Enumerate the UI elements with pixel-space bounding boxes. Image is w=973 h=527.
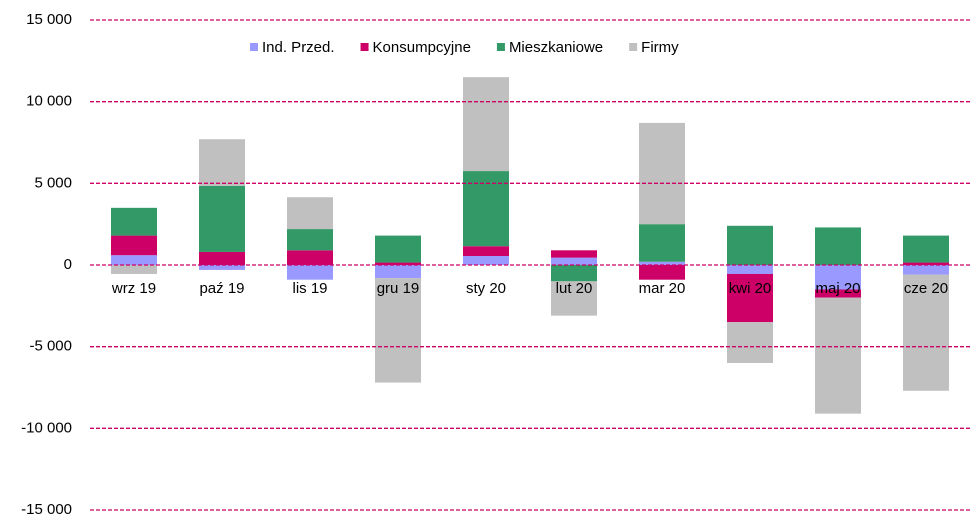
bar-segment [639, 265, 685, 280]
x-tick-label: gru 19 [377, 280, 420, 297]
bar-segment [727, 225, 773, 265]
legend-label: Konsumpcyjne [373, 39, 471, 56]
bar-segment [111, 235, 157, 256]
bar-segment [903, 235, 949, 263]
bar-segment [463, 246, 509, 257]
bar-segment [815, 227, 861, 265]
x-tick-label: mar 20 [639, 280, 686, 297]
bar-segment [111, 207, 157, 236]
y-tick-label: 0 [64, 256, 72, 273]
bar-segment [199, 265, 245, 270]
y-tick-label: 10 000 [26, 93, 72, 110]
x-tick-label: lis 19 [292, 280, 327, 297]
bar-segment [727, 265, 773, 274]
y-tick-label: 15 000 [26, 11, 72, 28]
bar-segment [727, 273, 773, 323]
bar-segment [199, 139, 245, 186]
bar-segment [815, 265, 861, 290]
bar-segment [375, 265, 421, 279]
bar-segment [903, 262, 949, 265]
legend-label: Mieszkaniowe [509, 39, 603, 56]
x-tick-label: kwi 20 [729, 280, 772, 297]
bar-segment [199, 251, 245, 265]
bars [111, 77, 949, 414]
legend-swatch [250, 43, 258, 51]
x-tick-label: maj 20 [815, 280, 860, 297]
bar-segment [463, 171, 509, 247]
bar-segment [903, 265, 949, 275]
bar-segment [551, 257, 597, 265]
bar-segment [815, 289, 861, 298]
bar-segment [287, 250, 333, 265]
legend-label: Firmy [641, 39, 679, 56]
bar-segment [463, 77, 509, 172]
y-tick-label: 5 000 [34, 174, 72, 191]
bar-segment [199, 185, 245, 252]
legend-swatch [360, 43, 369, 51]
bar-segment [463, 256, 509, 265]
bar-segment [727, 322, 773, 363]
bar-segment [375, 278, 421, 383]
bar-segment [375, 235, 421, 263]
x-tick-label: wrz 19 [111, 280, 156, 297]
bar-segment [111, 255, 157, 265]
bar-segment [551, 265, 597, 282]
bar-segment [375, 262, 421, 265]
bar-segment [551, 281, 597, 316]
y-tick-label: -5 000 [29, 338, 72, 355]
bar-segment [551, 250, 597, 258]
bar-segment [287, 197, 333, 230]
legend-swatch [496, 43, 505, 51]
bar-segment [639, 224, 685, 262]
bar-segment [287, 229, 333, 251]
bar-segment [815, 297, 861, 414]
x-tick-label: paź 19 [199, 280, 244, 297]
y-tick-label: -10 000 [21, 419, 72, 436]
bar-segment [639, 261, 685, 265]
x-tick-label: cze 20 [904, 280, 948, 297]
x-tick-label: sty 20 [466, 280, 506, 297]
bar-segment [903, 274, 949, 391]
bar-segment [111, 265, 157, 274]
x-tick-label: lut 20 [556, 280, 593, 297]
y-tick-label: -15 000 [21, 501, 72, 518]
bar-segment [287, 265, 333, 280]
legend-label: Ind. Przed. [262, 39, 335, 56]
bar-segment [639, 122, 685, 225]
legend-swatch [629, 43, 638, 51]
